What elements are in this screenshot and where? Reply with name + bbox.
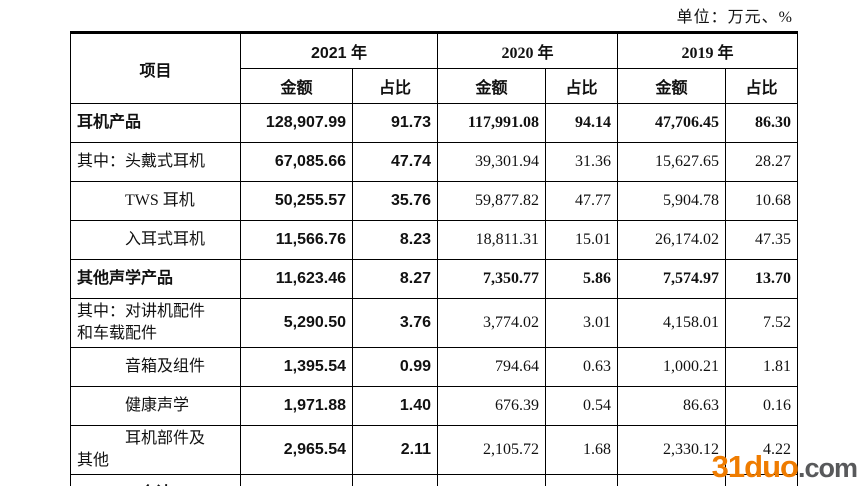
table-body: 耳机产品 128,907.99 91.73 117,991.08 94.14 47,706… bbox=[70, 103, 799, 486]
cell-2019-ratio: 47.35 bbox=[725, 220, 799, 260]
cell-2019-ratio: 13.70 bbox=[725, 259, 799, 299]
cell-2020-ratio: 15.01 bbox=[545, 220, 619, 260]
cell-2020-ratio: 3.01 bbox=[545, 298, 619, 348]
cell-2021-amount: 128,907.99 bbox=[240, 103, 353, 143]
table-row: 其中：对讲机配件 和车载配件 5,290.50 3.76 3,774.02 3.01 4,… bbox=[70, 298, 799, 348]
row-label: 健康声学 bbox=[70, 386, 241, 426]
cell-2020-amount: 2,105.72 bbox=[437, 425, 547, 475]
header-amount-2020: 金额 bbox=[437, 68, 547, 104]
cell-2020-ratio: 1.68 bbox=[545, 425, 619, 475]
row-label: 入耳式耳机 bbox=[70, 220, 241, 260]
cell-2020-ratio: 0.63 bbox=[545, 347, 619, 387]
row-label: 耳机产品 bbox=[70, 103, 241, 143]
product-revenue-table: 项目 2021 年 2020 年 2019 年 金额 占比 金额 占比 金额 占… bbox=[70, 31, 799, 486]
row-label: 其他声学产品 bbox=[70, 259, 241, 299]
cell-2019-ratio: 1.81 bbox=[725, 347, 799, 387]
cell-2021-ratio: 47.74 bbox=[351, 142, 439, 182]
watermark-brand: 31duo bbox=[711, 449, 799, 484]
cell-2021-amount: 67,085.66 bbox=[240, 142, 353, 182]
cell-2021-amount: 140,531.44 bbox=[240, 474, 353, 486]
row-label: 音箱及组件 bbox=[70, 347, 241, 387]
cell-2019-ratio: 4.22 bbox=[725, 425, 799, 475]
table-row: 其中：头戴式耳机 67,085.66 47.74 39,301.94 31.36 15,6… bbox=[70, 142, 799, 182]
cell-2021-amount: 5,290.50 bbox=[240, 298, 353, 348]
cell-2019-amount: 55,281.42 bbox=[617, 474, 727, 486]
header-amount-2019: 金额 bbox=[617, 68, 727, 104]
cell-2021-ratio: 1.40 bbox=[351, 386, 439, 426]
table-row: 合计140,531.44100.00125,341.85100.0055,281… bbox=[70, 474, 799, 486]
table-row: 耳机产品 128,907.99 91.73 117,991.08 94.14 47,706… bbox=[70, 103, 799, 143]
row-label: 其中：对讲机配件 和车载配件 bbox=[70, 298, 241, 348]
cell-2021-ratio: 8.27 bbox=[351, 259, 439, 299]
cell-2020-ratio: 47.77 bbox=[545, 181, 619, 221]
row-label: 耳机部件及 其他 bbox=[70, 425, 241, 475]
cell-2020-amount: 676.39 bbox=[437, 386, 547, 426]
table-row: 其他声学产品 11,623.46 8.27 7,350.77 5.86 7,574.97 1… bbox=[70, 259, 799, 299]
table-header: 项目 2021 年 2020 年 2019 年 金额 占比 金额 占比 金额 占… bbox=[70, 32, 799, 104]
cell-2021-ratio: 35.76 bbox=[351, 181, 439, 221]
row-label: TWS 耳机 bbox=[70, 181, 241, 221]
header-item: 项目 bbox=[70, 32, 241, 104]
table-row: 入耳式耳机 11,566.76 8.23 18,811.31 15.01 26,174.0… bbox=[70, 220, 799, 260]
header-ratio-2021: 占比 bbox=[351, 68, 439, 104]
cell-2021-amount: 11,566.76 bbox=[240, 220, 353, 260]
cell-2020-amount: 59,877.82 bbox=[437, 181, 547, 221]
cell-2019-amount: 47,706.45 bbox=[617, 103, 727, 143]
cell-2021-ratio: 8.23 bbox=[351, 220, 439, 260]
cell-2019-amount: 4,158.01 bbox=[617, 298, 727, 348]
header-row-years: 项目 2021 年 2020 年 2019 年 bbox=[70, 32, 799, 104]
table-row: TWS 耳机 50,255.57 35.76 59,877.82 47.77 5,904.… bbox=[70, 181, 799, 221]
cell-2021-amount: 11,623.46 bbox=[240, 259, 353, 299]
watermark: 31duo.com bbox=[711, 449, 858, 484]
header-ratio-2020: 占比 bbox=[545, 68, 619, 104]
row-label: 合计 bbox=[70, 474, 241, 486]
cell-2019-amount: 7,574.97 bbox=[617, 259, 727, 299]
cell-2019-amount: 2,330.12 bbox=[617, 425, 727, 475]
header-ratio-2019: 占比 bbox=[725, 68, 799, 104]
row-label: 其中：头戴式耳机 bbox=[70, 142, 241, 182]
cell-2019-amount: 5,904.78 bbox=[617, 181, 727, 221]
cell-2021-ratio: 100.00 bbox=[351, 474, 439, 486]
cell-2021-ratio: 0.99 bbox=[351, 347, 439, 387]
cell-2020-amount: 18,811.31 bbox=[437, 220, 547, 260]
unit-label: 单位：万元、% bbox=[676, 9, 793, 26]
cell-2020-amount: 39,301.94 bbox=[437, 142, 547, 182]
cell-2020-ratio: 94.14 bbox=[545, 103, 619, 143]
cell-2020-amount: 117,991.08 bbox=[437, 103, 547, 143]
cell-2020-amount: 7,350.77 bbox=[437, 259, 547, 299]
cell-2019-ratio: 0.16 bbox=[725, 386, 799, 426]
header-amount-2021: 金额 bbox=[240, 68, 353, 104]
cell-2019-ratio: 86.30 bbox=[725, 103, 799, 143]
cell-2021-ratio: 3.76 bbox=[351, 298, 439, 348]
cell-2019-ratio: 10.68 bbox=[725, 181, 799, 221]
cell-2020-ratio: 100.00 bbox=[545, 474, 619, 486]
watermark-suffix: .com bbox=[797, 453, 858, 483]
cell-2020-amount: 794.64 bbox=[437, 347, 547, 387]
header-row-measures: 金额 占比 金额 占比 金额 占比 bbox=[71, 68, 799, 104]
cell-2021-amount: 50,255.57 bbox=[240, 181, 353, 221]
cell-2020-ratio: 0.54 bbox=[545, 386, 619, 426]
cell-2021-amount: 2,965.54 bbox=[240, 425, 353, 475]
cell-2021-amount: 1,971.88 bbox=[240, 386, 353, 426]
header-year-2019: 2019 年 bbox=[617, 32, 799, 69]
cell-2019-amount: 86.63 bbox=[617, 386, 727, 426]
table-row: 音箱及组件 1,395.54 0.99 794.64 0.63 1,000.21 1.81 bbox=[70, 347, 799, 387]
cell-2020-ratio: 31.36 bbox=[545, 142, 619, 182]
cell-2021-amount: 1,395.54 bbox=[240, 347, 353, 387]
table-row: 健康声学 1,971.88 1.40 676.39 0.54 86.63 0.16 bbox=[70, 386, 799, 426]
cell-2020-amount: 3,774.02 bbox=[437, 298, 547, 348]
cell-2021-ratio: 91.73 bbox=[351, 103, 439, 143]
cell-2019-amount: 15,627.65 bbox=[617, 142, 727, 182]
cell-2019-amount: 26,174.02 bbox=[617, 220, 727, 260]
header-year-2020: 2020 年 bbox=[437, 32, 619, 69]
cell-2019-ratio: 7.52 bbox=[725, 298, 799, 348]
table-row: 耳机部件及 其他 2,965.54 2.11 2,105.72 1.68 2,330.12… bbox=[70, 425, 799, 475]
cell-2019-ratio: 28.27 bbox=[725, 142, 799, 182]
cell-2020-ratio: 5.86 bbox=[545, 259, 619, 299]
cell-2019-amount: 1,000.21 bbox=[617, 347, 727, 387]
cell-2021-ratio: 2.11 bbox=[351, 425, 439, 475]
cell-2020-amount: 125,341.85 bbox=[437, 474, 547, 486]
header-year-2021: 2021 年 bbox=[239, 32, 439, 69]
